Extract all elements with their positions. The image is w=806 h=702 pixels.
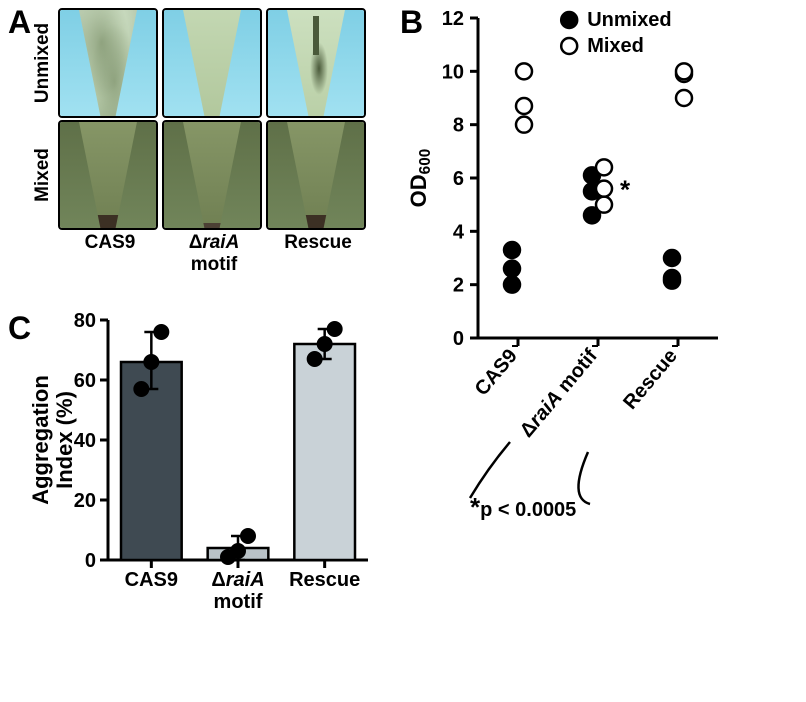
svg-text:CAS9: CAS9 <box>125 569 178 591</box>
svg-text:Rescue: Rescue <box>289 569 360 591</box>
svg-text:6: 6 <box>453 168 464 190</box>
col-label-cas9: CAS9 <box>58 232 162 276</box>
panel-a-col-labels: CAS9 ΔraiAmotif Rescue <box>58 232 383 276</box>
tube-unmixed-rescue <box>266 8 366 118</box>
row-label-unmixed-text: Unmixed <box>32 23 54 103</box>
panel-a-row-unmixed: Unmixed <box>28 8 383 118</box>
tube-unmixed-raia <box>162 8 262 118</box>
svg-text:Mixed: Mixed <box>587 35 644 57</box>
panel-c-svg: 0 20 40 60 80 AggregationIndex (%) CAS9 ΔraiAmo… <box>28 310 398 680</box>
svg-text:Rescue: Rescue <box>619 345 682 414</box>
col-label-rescue: Rescue <box>266 232 370 276</box>
svg-text:60: 60 <box>74 370 96 392</box>
svg-text:AggregationIndex (%): AggregationIndex (%) <box>28 375 77 505</box>
svg-text:80: 80 <box>74 310 96 332</box>
svg-text:8: 8 <box>453 115 464 137</box>
panel-b: Unmixed Mixed 0 2 4 6 8 10 12 OD600 CAS9ΔraiA moti… <box>400 8 800 573</box>
svg-text:12: 12 <box>442 8 464 30</box>
svg-text:40: 40 <box>74 430 96 452</box>
svg-text:20: 20 <box>74 490 96 512</box>
tube-unmixed-cas9 <box>58 8 158 118</box>
svg-text:Unmixed: Unmixed <box>587 9 671 31</box>
svg-text:4: 4 <box>453 221 465 243</box>
col-label-raia: ΔraiAmotif <box>162 232 266 276</box>
svg-text:motif: motif <box>214 591 263 613</box>
panel-a: Unmixed Mixed <box>28 8 383 276</box>
row-label-mixed-text: Mixed <box>32 148 54 202</box>
svg-text:0: 0 <box>453 328 464 350</box>
row-label-mixed: Mixed <box>28 120 58 230</box>
svg-text:ΔraiA: ΔraiA <box>211 569 264 591</box>
panel-c: 0 20 40 60 80 AggregationIndex (%) CAS9 ΔraiAmo… <box>28 310 398 685</box>
svg-text:*p < 0.0005: *p < 0.0005 <box>470 492 576 522</box>
svg-text:OD600: OD600 <box>406 149 434 208</box>
panel-b-svg: Unmixed Mixed 0 2 4 6 8 10 12 OD600 CAS9ΔraiA moti… <box>400 8 800 568</box>
svg-text:ΔraiA motif: ΔraiA motif <box>516 345 602 442</box>
tube-mixed-raia <box>162 120 262 230</box>
tube-mixed-cas9 <box>58 120 158 230</box>
col-label-raia-italic: raiA <box>202 232 239 253</box>
row-label-unmixed: Unmixed <box>28 8 58 118</box>
svg-text:2: 2 <box>453 275 464 297</box>
svg-text:*: * <box>620 175 631 205</box>
tube-mixed-rescue <box>266 120 366 230</box>
panel-a-row-mixed: Mixed <box>28 120 383 230</box>
svg-text:10: 10 <box>442 61 464 83</box>
svg-text:CAS9: CAS9 <box>471 345 522 400</box>
svg-text:0: 0 <box>85 550 96 572</box>
